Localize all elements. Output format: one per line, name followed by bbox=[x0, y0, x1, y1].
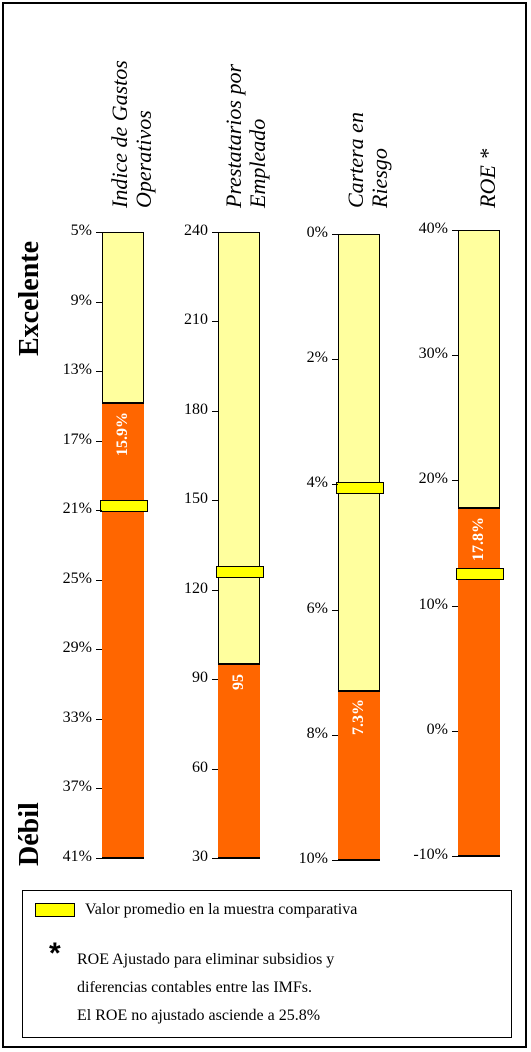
value-bar bbox=[218, 664, 260, 858]
tick-label: 20% bbox=[418, 470, 448, 488]
legend-note-line: El ROE no ajustado asciende a 25.8% bbox=[77, 1007, 321, 1024]
tick-mark bbox=[332, 734, 338, 736]
column-title-line: Indice de Gastos bbox=[107, 60, 132, 208]
tick-mark bbox=[96, 788, 102, 790]
bar-bottom-edge bbox=[338, 859, 380, 861]
tick-mark bbox=[452, 730, 458, 732]
tick-label: 33% bbox=[62, 708, 92, 726]
tick-mark bbox=[96, 301, 102, 303]
tick-label: 25% bbox=[62, 569, 92, 587]
value-label: 17.8% bbox=[470, 516, 487, 561]
bar-bottom-edge bbox=[102, 857, 144, 859]
value-bar-top-edge bbox=[218, 663, 260, 666]
side-label-debil: Débil bbox=[14, 802, 45, 866]
tick-mark bbox=[96, 510, 102, 512]
tick-mark bbox=[96, 232, 102, 233]
tick-mark bbox=[452, 355, 458, 357]
average-marker bbox=[336, 481, 384, 494]
tick-label: 90 bbox=[192, 669, 208, 687]
tick-label: 40% bbox=[418, 220, 448, 237]
tick-label: 6% bbox=[306, 599, 328, 617]
tick-label: 9% bbox=[70, 291, 92, 309]
tick-mark bbox=[212, 500, 218, 502]
column-title-line: Prestatarios por bbox=[221, 63, 246, 208]
tick-mark bbox=[332, 359, 338, 361]
tick-mark bbox=[96, 440, 102, 442]
column-title-line: Operativos bbox=[131, 110, 156, 208]
tick-mark bbox=[452, 856, 458, 857]
legend-note-line: ROE Ajustado para eliminar subsidios y bbox=[77, 951, 335, 968]
tick-mark bbox=[332, 860, 338, 861]
tick-label: 17% bbox=[62, 430, 92, 448]
tick-mark bbox=[96, 579, 102, 581]
tick-label: 60 bbox=[192, 758, 208, 776]
tick-mark bbox=[212, 410, 218, 412]
value-label: 95 bbox=[230, 674, 247, 691]
tick-label: 37% bbox=[62, 778, 92, 796]
tick-label: 240 bbox=[184, 222, 208, 239]
tick-label: 13% bbox=[62, 361, 92, 379]
tick-mark bbox=[452, 230, 458, 231]
tick-mark bbox=[212, 589, 218, 591]
tick-mark bbox=[96, 371, 102, 373]
value-bar bbox=[458, 507, 500, 856]
tick-mark bbox=[332, 484, 338, 486]
tick-mark bbox=[452, 480, 458, 482]
tick-mark bbox=[96, 649, 102, 651]
tick-mark bbox=[332, 234, 338, 235]
tick-mark bbox=[212, 858, 218, 859]
average-marker-swatch bbox=[35, 903, 75, 917]
tick-label: 29% bbox=[62, 639, 92, 657]
tick-mark bbox=[212, 768, 218, 770]
tick-mark bbox=[212, 679, 218, 681]
column-title-line: ROE * bbox=[475, 148, 500, 208]
tick-label: 10% bbox=[298, 850, 328, 867]
tick-label: 180 bbox=[184, 400, 208, 418]
legend: Valor promedio en la muestra comparativa… bbox=[22, 890, 512, 1038]
tick-label: -10% bbox=[413, 846, 448, 863]
tick-label: 150 bbox=[184, 490, 208, 508]
tick-label: 41% bbox=[62, 848, 92, 865]
value-bar-top-edge bbox=[338, 689, 380, 692]
tick-label: 8% bbox=[306, 724, 328, 742]
tick-label: 4% bbox=[306, 474, 328, 492]
column-title-line: Riesgo bbox=[367, 148, 392, 208]
bar-bottom-edge bbox=[458, 855, 500, 857]
value-label: 7.3% bbox=[350, 698, 367, 735]
side-label-excelente: Excelente bbox=[14, 240, 45, 356]
column-title-line: Cartera en bbox=[343, 112, 368, 208]
asterisk-icon: * bbox=[49, 937, 61, 970]
tick-mark bbox=[452, 605, 458, 607]
value-bar bbox=[102, 402, 144, 858]
tick-mark bbox=[212, 232, 218, 233]
tick-mark bbox=[332, 609, 338, 611]
legend-note-line: diferencias contables entre las IMFs. bbox=[77, 979, 313, 996]
tick-label: 10% bbox=[418, 595, 448, 613]
average-marker bbox=[100, 499, 148, 512]
average-marker bbox=[456, 568, 504, 581]
tick-label: 0% bbox=[306, 224, 328, 241]
tick-label: 0% bbox=[426, 720, 448, 738]
value-bar bbox=[338, 690, 380, 860]
tick-label: 21% bbox=[62, 500, 92, 518]
value-label: 15.9% bbox=[114, 411, 131, 456]
tick-label: 210 bbox=[184, 311, 208, 329]
tick-label: 30 bbox=[192, 848, 208, 865]
column-title-line: Empleado bbox=[245, 118, 270, 208]
value-bar-top-edge bbox=[102, 401, 144, 404]
tick-label: 30% bbox=[418, 345, 448, 363]
average-marker bbox=[216, 565, 264, 578]
tick-label: 120 bbox=[184, 579, 208, 597]
tick-mark bbox=[96, 718, 102, 720]
tick-label: 5% bbox=[70, 222, 92, 239]
tick-label: 2% bbox=[306, 349, 328, 367]
bar-bottom-edge bbox=[218, 857, 260, 859]
value-bar-top-edge bbox=[458, 506, 500, 509]
tick-mark bbox=[96, 858, 102, 859]
legend-average-label: Valor promedio en la muestra comparativa bbox=[85, 901, 358, 918]
tick-mark bbox=[212, 321, 218, 323]
